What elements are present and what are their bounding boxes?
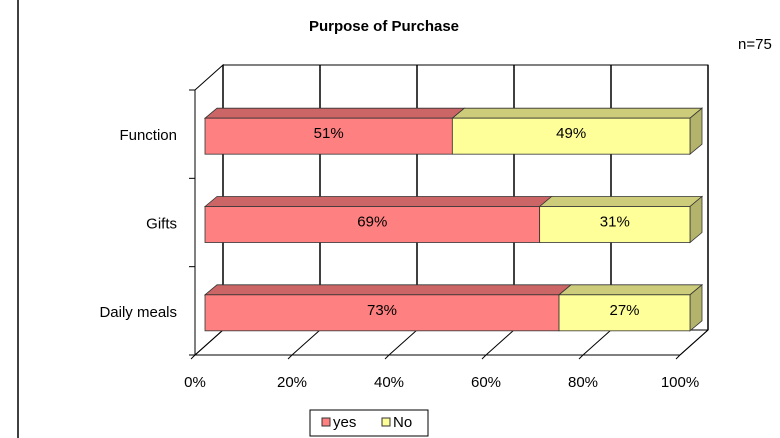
x-tick-label: 60%: [471, 374, 501, 391]
x-tick: [287, 354, 293, 360]
data-label: 69%: [357, 213, 387, 230]
floor-line: [194, 329, 224, 356]
floor-line: [679, 329, 709, 356]
annotation: n=75: [738, 36, 772, 53]
x-tick-label: 40%: [374, 374, 404, 391]
legend-swatch: [381, 417, 391, 427]
data-label: 73%: [367, 302, 397, 319]
floor-line: [485, 329, 515, 356]
y-tick-label: Gifts: [146, 215, 177, 232]
y-tick-label: Daily meals: [99, 304, 177, 321]
bar: [557, 283, 704, 332]
bar: [203, 107, 466, 155]
x-tick: [384, 354, 390, 360]
x-tick: [481, 354, 487, 360]
x-tick-label: 100%: [661, 374, 699, 391]
x-tick-label: 80%: [568, 374, 598, 391]
data-label: 51%: [314, 125, 344, 142]
legend-label: No: [393, 414, 412, 431]
floor-line: [291, 329, 321, 356]
bar: [451, 107, 704, 156]
y-tick-label: Function: [119, 127, 177, 144]
x-tick: [190, 354, 196, 360]
legend-swatch: [321, 417, 331, 427]
floor-line: [582, 329, 612, 356]
bar: [203, 196, 553, 243]
bar: [538, 195, 704, 244]
x-tick: [578, 354, 584, 360]
x-tick: [675, 354, 681, 360]
data-label: 31%: [600, 213, 630, 230]
data-label: 27%: [610, 302, 640, 319]
x-tick-label: 20%: [277, 374, 307, 391]
x-tick-label: 0%: [184, 374, 206, 391]
data-label: 49%: [556, 125, 586, 142]
legend-label: yes: [333, 414, 356, 431]
chart-title: Purpose of Purchase: [309, 18, 459, 35]
floor-line: [388, 329, 418, 356]
legend-box: [309, 409, 429, 437]
